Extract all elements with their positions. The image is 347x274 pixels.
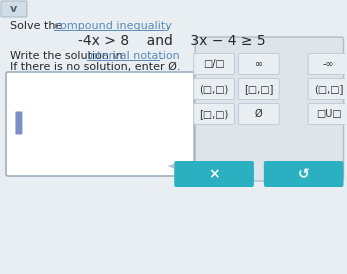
Text: [□,□]: [□,□] bbox=[244, 84, 273, 94]
FancyBboxPatch shape bbox=[238, 104, 279, 124]
Text: compound inequality: compound inequality bbox=[54, 21, 172, 31]
Text: ↺: ↺ bbox=[298, 167, 310, 181]
FancyBboxPatch shape bbox=[6, 72, 194, 176]
FancyBboxPatch shape bbox=[194, 53, 235, 75]
Text: Write the solution in: Write the solution in bbox=[10, 51, 126, 61]
FancyBboxPatch shape bbox=[1, 1, 27, 17]
Text: Solve the: Solve the bbox=[10, 21, 66, 31]
Text: [□,□): [□,□) bbox=[200, 109, 229, 119]
Text: ∞: ∞ bbox=[255, 59, 263, 69]
Text: -4x > 8    and    3x − 4 ≥ 5: -4x > 8 and 3x − 4 ≥ 5 bbox=[78, 34, 266, 48]
FancyBboxPatch shape bbox=[264, 161, 344, 187]
Text: -∞: -∞ bbox=[323, 59, 335, 69]
Text: □/□: □/□ bbox=[203, 59, 225, 69]
FancyBboxPatch shape bbox=[174, 161, 254, 187]
Text: ×: × bbox=[208, 167, 220, 181]
FancyBboxPatch shape bbox=[195, 37, 344, 181]
FancyBboxPatch shape bbox=[308, 104, 347, 124]
Text: ◄: ◄ bbox=[167, 161, 175, 171]
FancyBboxPatch shape bbox=[308, 53, 347, 75]
Text: (□,□): (□,□) bbox=[200, 84, 229, 94]
Text: If there is no solution, enter Ø.: If there is no solution, enter Ø. bbox=[10, 62, 180, 72]
Text: Ø: Ø bbox=[255, 109, 263, 119]
Text: (□,□]: (□,□] bbox=[314, 84, 343, 94]
FancyBboxPatch shape bbox=[15, 112, 23, 135]
FancyBboxPatch shape bbox=[308, 78, 347, 99]
Text: .: . bbox=[165, 21, 169, 31]
FancyBboxPatch shape bbox=[238, 78, 279, 99]
Text: .: . bbox=[159, 51, 163, 61]
Text: □U□: □U□ bbox=[316, 109, 341, 119]
Text: v: v bbox=[10, 4, 18, 14]
FancyBboxPatch shape bbox=[194, 104, 235, 124]
FancyBboxPatch shape bbox=[238, 53, 279, 75]
FancyBboxPatch shape bbox=[194, 78, 235, 99]
Text: interval notation: interval notation bbox=[87, 51, 179, 61]
